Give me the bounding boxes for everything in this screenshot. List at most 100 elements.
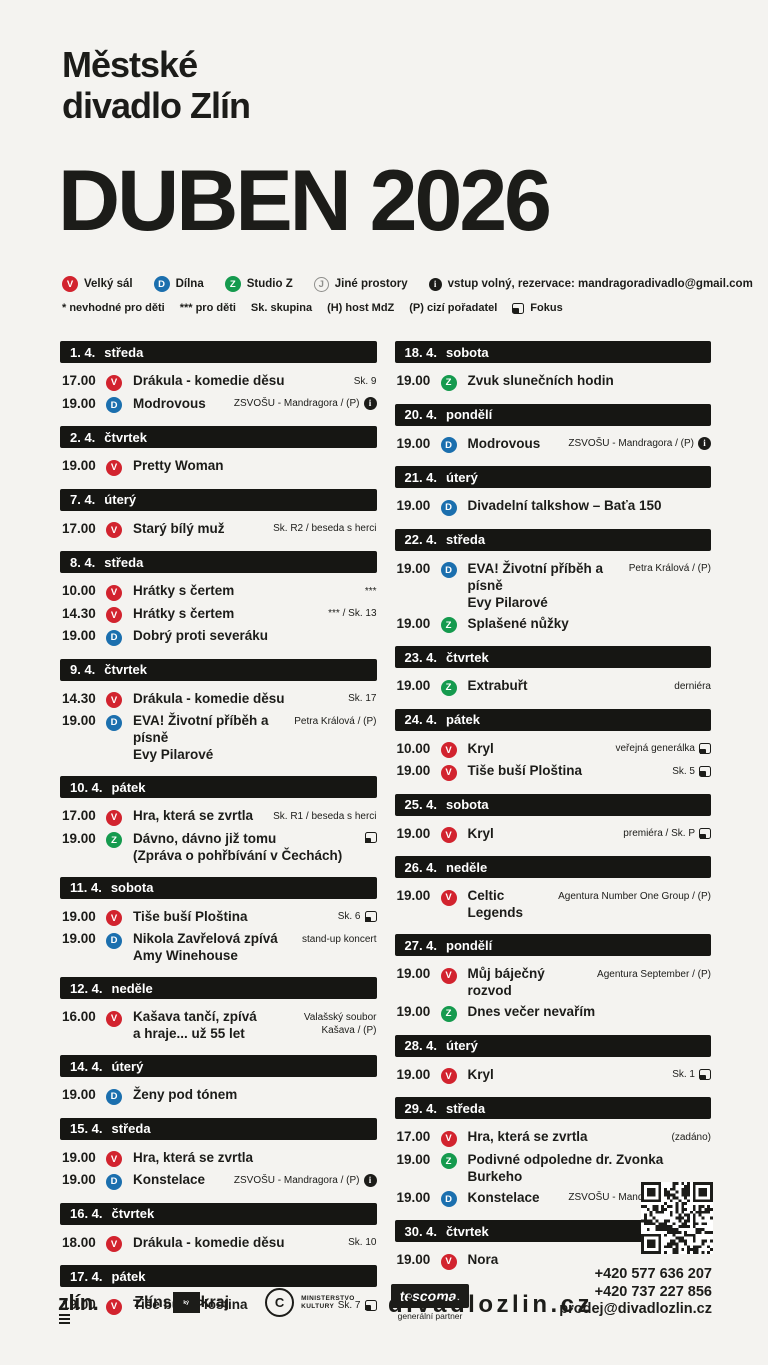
venue-badge-Z: Z: [440, 617, 457, 633]
event-note-text: Petra Králová / (P): [294, 715, 377, 727]
day-section: 30. 4. čtvrtek 19.00 V Nora: [394, 1220, 711, 1274]
ministry-logo-text: MINISTERSTVO KULTURY: [301, 1295, 355, 1311]
venue-badge-V: V: [106, 1298, 122, 1315]
event-venue: V: [106, 690, 133, 708]
venue-badge-D: D: [106, 714, 122, 731]
event-time: 19.00: [62, 1297, 96, 1312]
event-note: Sk. 5: [672, 762, 711, 778]
event-note-line: Valašský soubor: [304, 1011, 377, 1024]
day-section: 1. 4. středa 17.00 V Drákula - komedie děsu S…: [60, 341, 377, 417]
event-title-line: EVA! Životní příběh a písně: [133, 713, 269, 745]
event-note-text: Sk. 7: [337, 1299, 361, 1311]
event-note: [364, 830, 377, 843]
day-date: 20. 4.: [404, 407, 438, 422]
event-title: Splašené nůžky: [468, 615, 712, 632]
venue-badge-V: V: [106, 910, 122, 926]
day-date: 29. 4.: [404, 1100, 438, 1116]
kraj-logo-box: ký: [172, 1292, 200, 1313]
day-header: 11. 4. sobota: [60, 876, 377, 899]
event-title-line: Modrovous: [467, 435, 541, 451]
event-list: 19.00 D Ženy pod tónem: [60, 1077, 377, 1109]
venue-badge-Z: Z: [224, 276, 241, 292]
zlin-logo-stripes-icon: [59, 1313, 70, 1324]
event-note-line: Agentura September / (P): [597, 968, 711, 981]
event-row: 19.00 V Tiše buší Ploština Sk. 5: [396, 760, 711, 783]
event-venue: V: [440, 740, 468, 758]
day-header: 16. 4. čtvrtek: [60, 1202, 377, 1225]
day-section: 16. 4. čtvrtek 18.00 V Drákula - komedie děs…: [60, 1202, 377, 1257]
venue-badge-V: V: [106, 459, 122, 476]
event-note-line: Sk. 6: [338, 910, 377, 923]
event-title: Hra, která se zvrtla: [133, 1149, 377, 1166]
event-time: 19.00: [396, 763, 431, 778]
day-section: 29. 4. středa 17.00 V Hra, která se zvrtla (z…: [394, 1097, 711, 1211]
event-title: Hra, která se zvrtla: [133, 807, 273, 824]
event-note-line: premiéra / Sk. P: [623, 827, 711, 840]
event-note: Agentura Number One Group / (P): [558, 887, 711, 903]
event-title: Dávno, dávno již tomu (Zpráva o pohřbíván…: [133, 830, 365, 864]
day-header: 9. 4. čtvrtek: [60, 658, 377, 681]
event-note: Sk. 9: [354, 372, 377, 388]
event-venue: V: [106, 1234, 133, 1252]
venue-badge-D: D: [440, 499, 457, 516]
day-header: 14. 4. úterý: [60, 1055, 377, 1077]
event-list: 19.00 Z Extrabuřt derniéra: [395, 668, 711, 700]
event-row: 19.00 D Dobrý proti severáku: [62, 625, 377, 648]
event-title-line: Amy Winehouse: [133, 948, 238, 963]
organization-title-line1: Městské: [62, 44, 198, 85]
event-title-line: Zvuk slunečních hodin: [467, 373, 614, 388]
event-note-line: ZSVOŠU - Mandragora / (P)i: [234, 397, 377, 410]
event-title-line: Kryl: [467, 740, 494, 756]
event-list: 19.00 D Modrovous ZSVOŠU - Mandragora / (P)…: [395, 426, 711, 458]
event-time: 19.00: [396, 1151, 431, 1167]
event-title: Drákula - komedie děsu: [133, 372, 354, 389]
event-venue: V: [106, 1149, 133, 1167]
event-venue: V: [440, 762, 468, 781]
event-title: Hra, která se zvrtla: [468, 1128, 672, 1145]
event-time: 19.00: [62, 1149, 96, 1165]
venue-badge-V: V: [106, 374, 122, 391]
event-title-line: Dnes večer nevařím: [467, 1004, 596, 1019]
day-header: 15. 4. středa: [60, 1117, 377, 1140]
ministry-of-culture-logo: C MINISTERSTVO KULTURY: [265, 1288, 355, 1317]
event-note-text: Sk. 9: [353, 375, 377, 387]
day-section: 20. 4. pondělí 19.00 D Modrovous ZSVOŠU - Man…: [394, 403, 711, 458]
legend-venues: V Velký sál D Dílna Z Studio Z J Jiné prostory i…: [62, 276, 753, 292]
venue-badge-D: D: [153, 276, 170, 292]
event-row: 18.00 V Drákula - komedie děsu Sk. 10: [62, 1232, 377, 1255]
event-venue: Z: [106, 830, 133, 848]
event-row: 19.00 Z Zvuk slunečních hodin: [397, 370, 712, 393]
event-title-line: Hrátky s čertem: [133, 605, 235, 621]
day-header: 24. 4. pátek: [394, 708, 711, 731]
day-header: 8. 4. středa: [60, 551, 377, 573]
event-list: 14.30 V Drákula - komedie děsu Sk. 17 19.00 D…: [60, 681, 377, 768]
event-note-line: Sk. R1 / beseda s herci: [273, 810, 376, 823]
event-note-text: Agentura September / (P): [597, 968, 711, 980]
event-title: Divadelní talkshow – Baťa 150: [468, 497, 712, 514]
day-date: 7. 4.: [70, 492, 96, 507]
event-venue: Z: [440, 372, 468, 391]
event-venue: V: [106, 1296, 133, 1315]
day-date: 22. 4.: [404, 532, 438, 547]
program-column-left: 1. 4. středa 17.00 V Drákula - komedie děsu S…: [60, 341, 377, 1328]
fokus-icon: [364, 832, 377, 843]
zlin-logo-text: zlín.: [58, 1289, 99, 1315]
day-name: středa: [111, 1121, 151, 1136]
event-time: 10.00: [62, 583, 96, 598]
legend-venue-Z: Z Studio Z: [224, 276, 293, 292]
event-title: EVA! Životní příběh a písně Evy Pilarové: [133, 712, 294, 763]
event-list: 17.00 V Hra, která se zvrtla (zadáno) 19.00 Z…: [395, 1119, 711, 1211]
day-name: pátek: [111, 779, 146, 795]
event-venue: D: [106, 1086, 133, 1105]
event-title: Nikola Zavřelová zpívá Amy Winehouse: [133, 930, 302, 964]
event-note-text: premiéra / Sk. P: [623, 828, 695, 839]
kraj-logo-post: kraj: [200, 1293, 230, 1311]
event-time: 19.00: [396, 498, 431, 513]
venue-badge-D: D: [440, 437, 457, 453]
event-title-line: Konstelace: [133, 1172, 206, 1187]
fokus-icon: [364, 911, 377, 922]
event-note-text: Sk. R2 / beseda s herci: [273, 523, 377, 534]
event-list: 19.00 D EVA! Životní příběh a písně Evy Pil…: [395, 551, 712, 638]
event-title: Drákula - komedie děsu: [133, 1234, 348, 1251]
day-date: 25. 4.: [404, 797, 438, 812]
